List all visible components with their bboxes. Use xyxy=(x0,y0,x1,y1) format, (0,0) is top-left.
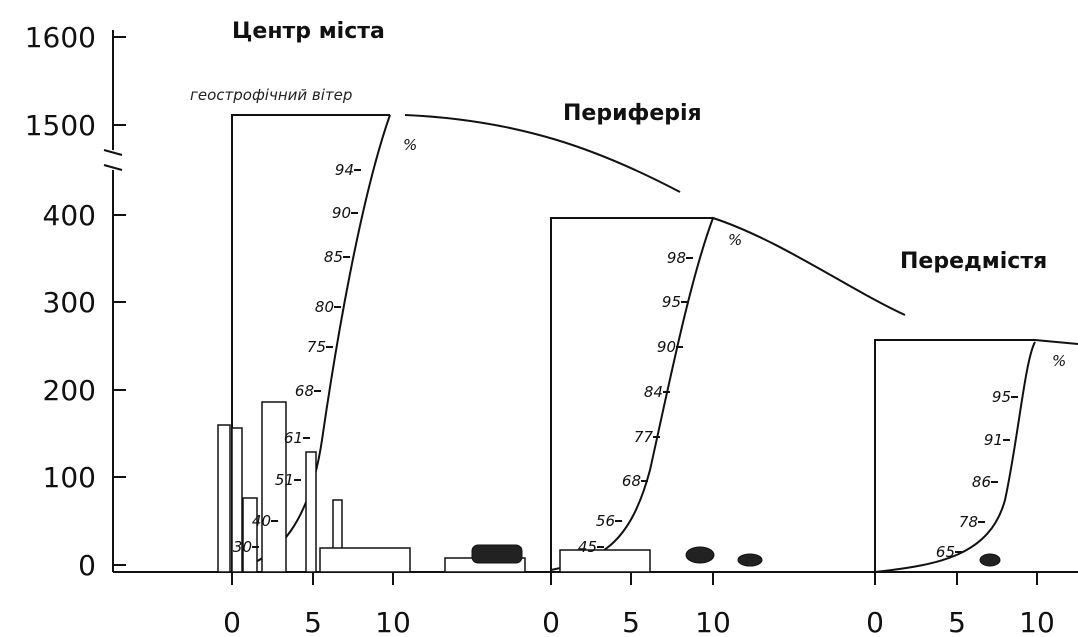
level-label: 61 xyxy=(284,429,303,447)
buildings xyxy=(217,401,1001,573)
x-tick-label: 5 xyxy=(948,606,966,637)
building xyxy=(242,497,258,573)
level-label: 91 xyxy=(984,431,1003,449)
percent-sign: % xyxy=(728,231,742,249)
level-label: 90 xyxy=(657,338,676,356)
wind-profile xyxy=(874,341,1036,573)
x-tick-label: 0 xyxy=(223,606,241,637)
wind-profile xyxy=(550,216,906,571)
building xyxy=(559,549,651,573)
level-label: 80 xyxy=(315,298,334,316)
y-tick-label: 0 xyxy=(78,549,96,582)
level-label: 77 xyxy=(634,428,654,446)
x-tick-label: 0 xyxy=(866,606,884,637)
building xyxy=(319,547,411,573)
level-label: 98 xyxy=(667,249,686,267)
y-tick-label: 1600 xyxy=(25,21,96,54)
profile-frame xyxy=(231,114,390,572)
x-tick-label: 10 xyxy=(1019,606,1055,637)
y-tick-label: 100 xyxy=(43,461,96,494)
level-label: 75 xyxy=(307,338,326,356)
section-title: Центр міста xyxy=(232,19,385,44)
x-tick-label: 10 xyxy=(375,606,411,637)
level-label: 56 xyxy=(596,512,615,530)
percent-sign: % xyxy=(403,136,417,154)
y-tick-label: 400 xyxy=(43,199,96,232)
level-label: 94 xyxy=(335,161,354,179)
building xyxy=(231,427,243,573)
building xyxy=(261,401,287,573)
section-title: Периферія xyxy=(563,101,702,126)
level-label: 95 xyxy=(992,388,1011,406)
y-tick-label: 200 xyxy=(43,374,96,407)
profile-frame xyxy=(550,217,713,572)
x-tick-label: 0 xyxy=(542,606,560,637)
level-label: 65 xyxy=(936,543,955,561)
level-label: 51 xyxy=(275,471,294,489)
level-label: 78 xyxy=(959,513,978,531)
level-label: 86 xyxy=(972,473,991,491)
level-label: 68 xyxy=(622,472,641,490)
geostrophic-line xyxy=(404,114,681,193)
level-label: 40 xyxy=(252,512,271,530)
level-label: 84 xyxy=(644,383,663,401)
section-title: Передмістя xyxy=(900,249,1047,274)
level-label: 90 xyxy=(332,204,351,222)
x-tick-label: 10 xyxy=(695,606,731,637)
level-label: 45 xyxy=(578,538,597,556)
y-tick-label: 300 xyxy=(43,286,96,319)
profiles xyxy=(231,114,1078,573)
x-tick-label: 5 xyxy=(622,606,640,637)
level-label: 68 xyxy=(295,382,314,400)
x-tick-label: 5 xyxy=(304,606,322,637)
building xyxy=(217,424,231,573)
trees xyxy=(737,553,763,567)
level-label: 95 xyxy=(662,293,681,311)
trees xyxy=(685,546,715,564)
y-tick-label: 1500 xyxy=(25,109,96,142)
trees xyxy=(979,553,1001,567)
profile-frame xyxy=(874,339,1078,572)
axis-break xyxy=(103,149,123,171)
annotation: геострофічний вітер xyxy=(190,86,352,104)
percent-sign: % xyxy=(1052,352,1066,370)
trees xyxy=(471,544,523,564)
level-label: 85 xyxy=(324,248,343,266)
building xyxy=(305,451,317,573)
level-label: 30 xyxy=(233,538,252,556)
